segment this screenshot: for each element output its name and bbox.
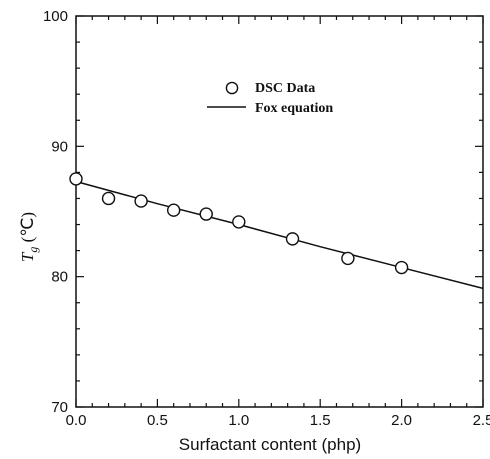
dsc-data-series bbox=[69, 172, 409, 275]
dsc-data-point bbox=[394, 260, 409, 275]
dsc-data-point bbox=[285, 232, 300, 246]
dsc-data-point bbox=[341, 251, 355, 266]
dsc-data-point bbox=[134, 194, 148, 208]
dsc-data-point bbox=[166, 203, 181, 217]
dsc-data-point bbox=[101, 191, 116, 206]
plot-frame bbox=[75, 15, 484, 408]
x-tick-label: 0.5 bbox=[147, 412, 168, 429]
y-axis-title-main: T bbox=[18, 251, 37, 262]
y-tick-label: 70 bbox=[51, 399, 68, 416]
dsc-data-point bbox=[69, 172, 83, 186]
x-tick-label: 0.0 bbox=[66, 412, 87, 429]
y-axis-title-unit: (℃) bbox=[18, 212, 37, 247]
y-axis-title-sub: g bbox=[26, 247, 40, 253]
x-tick-label: 1.5 bbox=[310, 412, 331, 429]
y-tick-label: 80 bbox=[51, 269, 68, 286]
dsc-data-point bbox=[199, 207, 213, 221]
legend-label-dsc: DSC Data bbox=[255, 81, 315, 96]
legend-marker-dsc bbox=[225, 81, 239, 95]
dsc-data-point bbox=[232, 215, 246, 229]
x-tick-label: 2.5 bbox=[473, 412, 490, 429]
y-tick-label: 90 bbox=[51, 138, 68, 155]
x-tick-label: 2.0 bbox=[391, 412, 412, 429]
axis-ticks: 0.0 0.5 1.0 1.5 2.0 2.5 70 80 90 100 bbox=[43, 8, 490, 429]
legend-label-fox: Fox equation bbox=[255, 101, 333, 116]
y-axis-title: Tg (℃) bbox=[18, 212, 40, 262]
legend: DSC Data Fox equation bbox=[207, 81, 333, 116]
x-tick-label: 1.0 bbox=[228, 412, 249, 429]
x-axis-title: Surfactant content (php) bbox=[179, 435, 361, 454]
y-tick-label: 100 bbox=[43, 8, 68, 25]
plot-area-border bbox=[75, 15, 484, 408]
